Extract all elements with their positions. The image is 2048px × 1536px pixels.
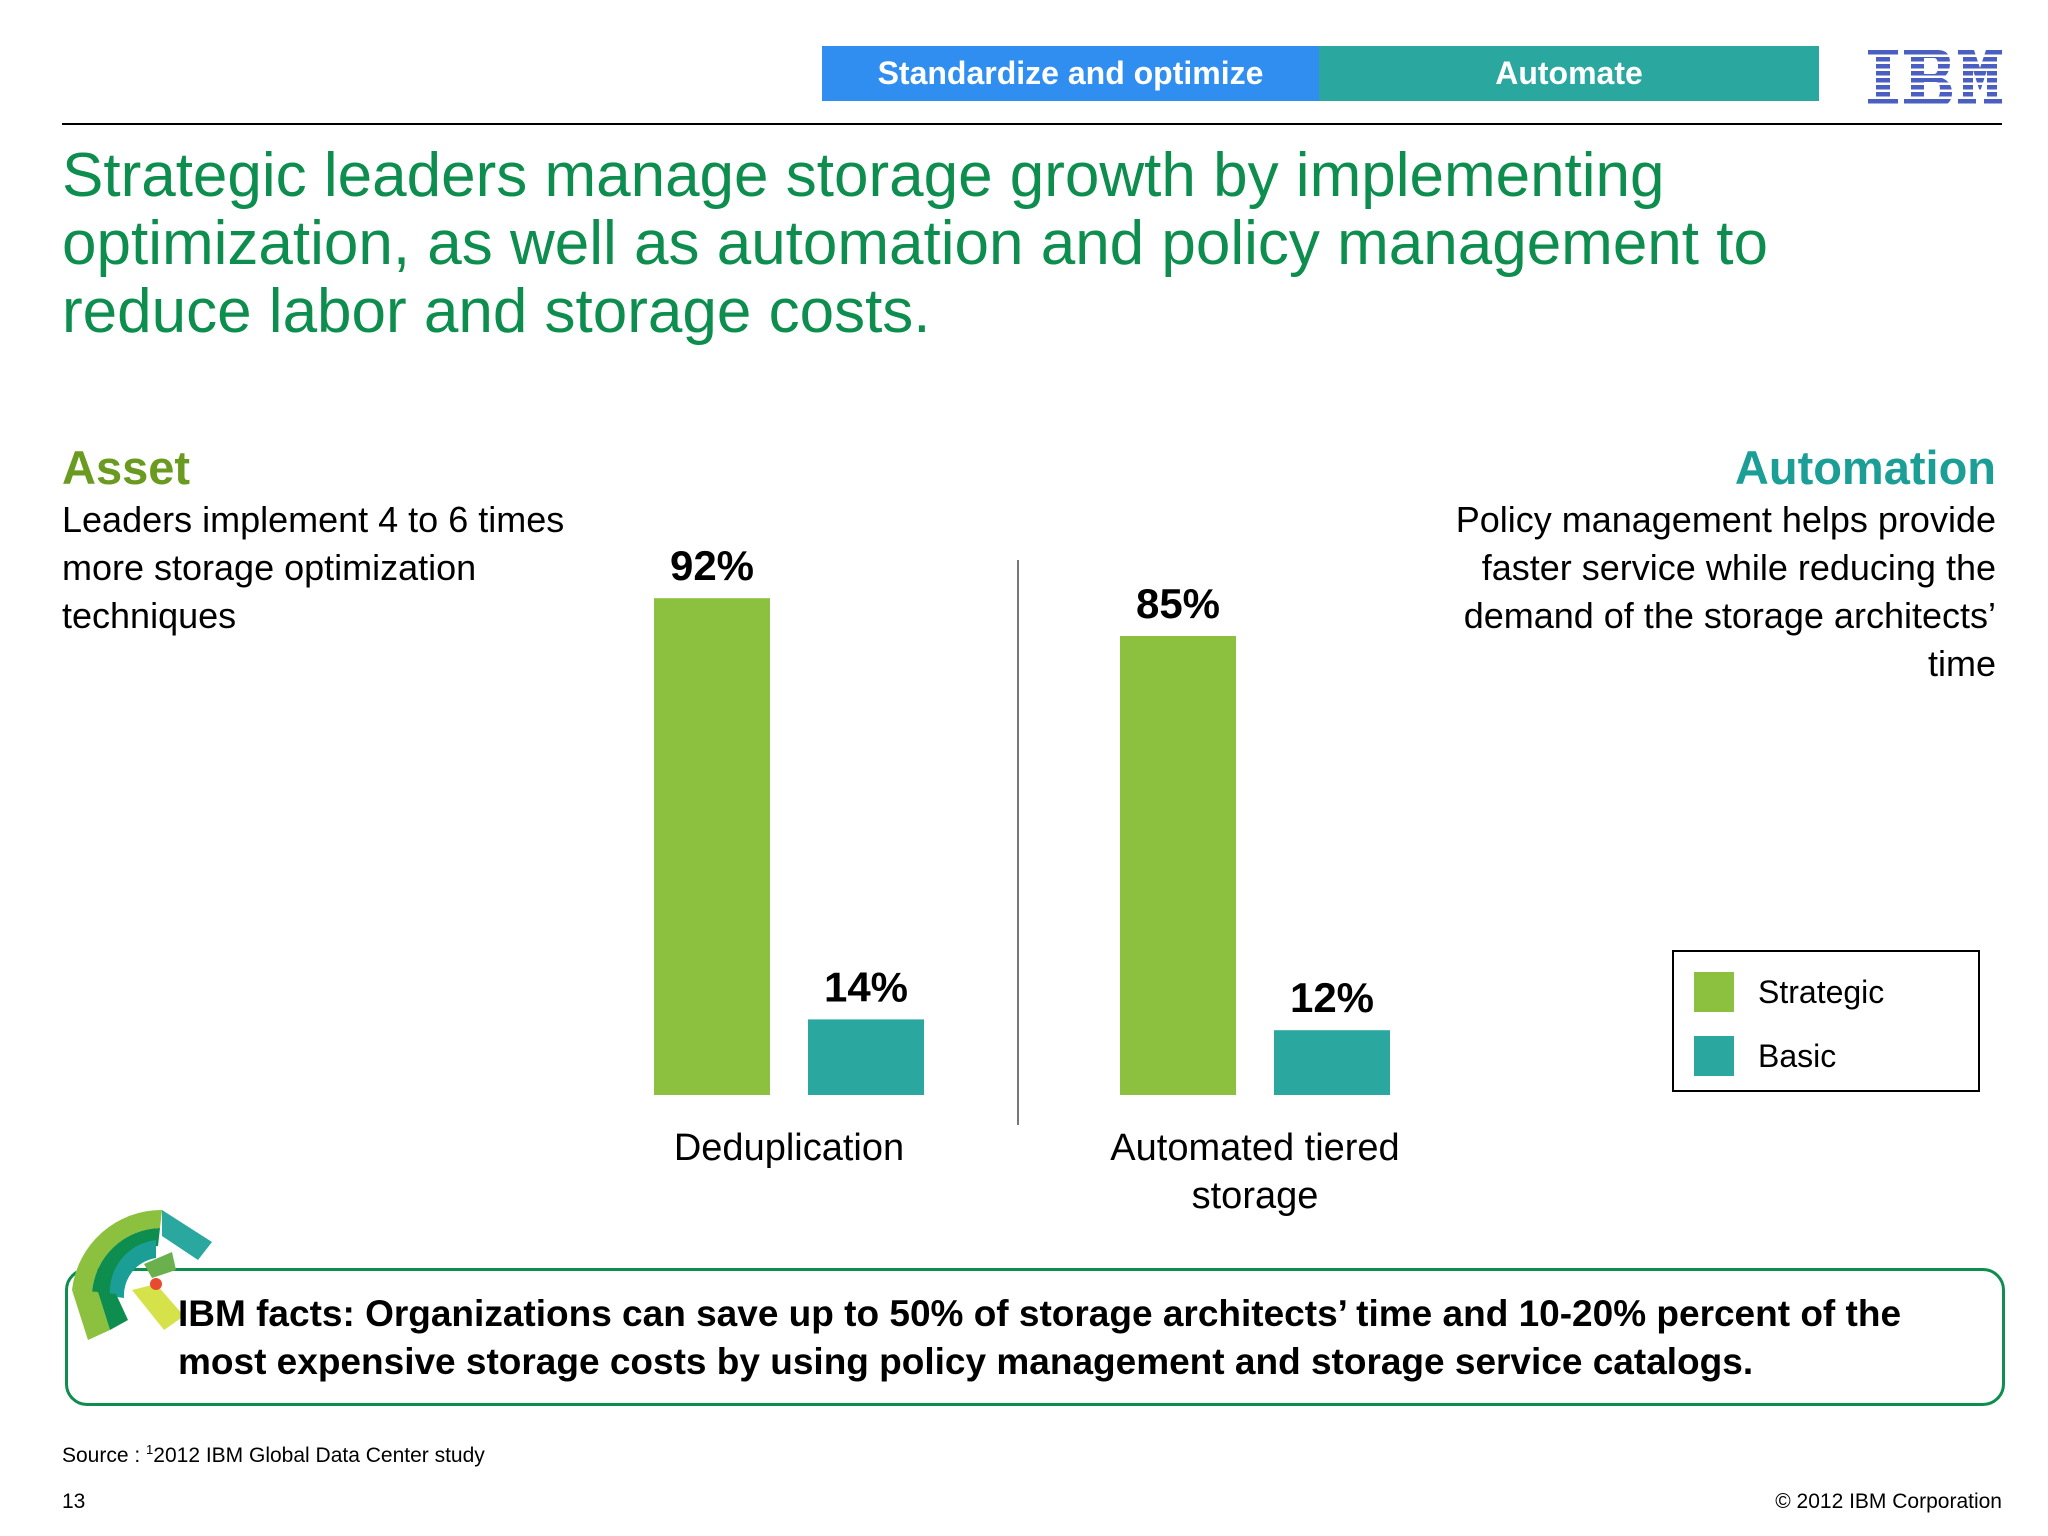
facts-box [65, 1268, 2005, 1406]
source-superscript: 1 [146, 1442, 154, 1457]
source-text: 2012 IBM Global Data Center study [153, 1444, 485, 1467]
value-label-basic-0: 14% [824, 963, 908, 1010]
automation-description: Policy management helps provide faster s… [1455, 499, 1996, 684]
legend-swatch-strategic [1694, 972, 1734, 1012]
bar-strategic-0 [654, 598, 770, 1095]
chart-legend: Strategic Basic [1672, 950, 1980, 1092]
decorative-burst-graphic [72, 1209, 212, 1340]
legend-label-basic: Basic [1758, 1037, 1837, 1074]
automation-heading: Automation [1734, 441, 1996, 494]
bar-basic-0 [808, 1019, 924, 1095]
legend-swatch-basic [1694, 1036, 1734, 1076]
legend-label-strategic: Strategic [1758, 973, 1885, 1010]
bar-chart: 92% 14% Deduplication 85% 12% Automated tiere… [654, 542, 1400, 1217]
value-label-strategic-0: 92% [670, 542, 754, 589]
bar-basic-1 [1274, 1030, 1390, 1095]
tab-standardize-optimize-label: Standardize and optimize [877, 55, 1264, 91]
page-title: Strategic leaders manage storage growth … [62, 141, 1768, 346]
facts-text: IBM facts: Organizations can save up to … [178, 1293, 1902, 1382]
value-label-strategic-1: 85% [1136, 580, 1220, 627]
tab-automate[interactable]: Automate [1319, 46, 1819, 101]
page-number: 13 [62, 1490, 86, 1513]
legend-item-basic: Basic [1694, 1036, 1836, 1076]
tab-automate-label: Automate [1495, 55, 1643, 91]
tab-standardize-optimize[interactable]: Standardize and optimize [822, 46, 1319, 101]
ibm-logo [1866, 50, 2002, 106]
category-label-1: Automated tiered storage [1110, 1127, 1399, 1217]
legend-item-strategic: Strategic [1694, 972, 1884, 1012]
source-prefix: Source : [62, 1444, 147, 1467]
header-divider [62, 123, 2002, 125]
asset-heading: Asset [62, 441, 191, 494]
asset-description: Leaders implement 4 to 6 times more stor… [62, 499, 565, 636]
source-note: Source : 12012 IBM Global Data Center st… [62, 1442, 485, 1468]
category-label-0: Deduplication [674, 1127, 904, 1169]
copyright: © 2012 IBM Corporation [1775, 1490, 2002, 1513]
bar-strategic-1 [1120, 636, 1236, 1095]
value-label-basic-1: 12% [1290, 974, 1374, 1021]
